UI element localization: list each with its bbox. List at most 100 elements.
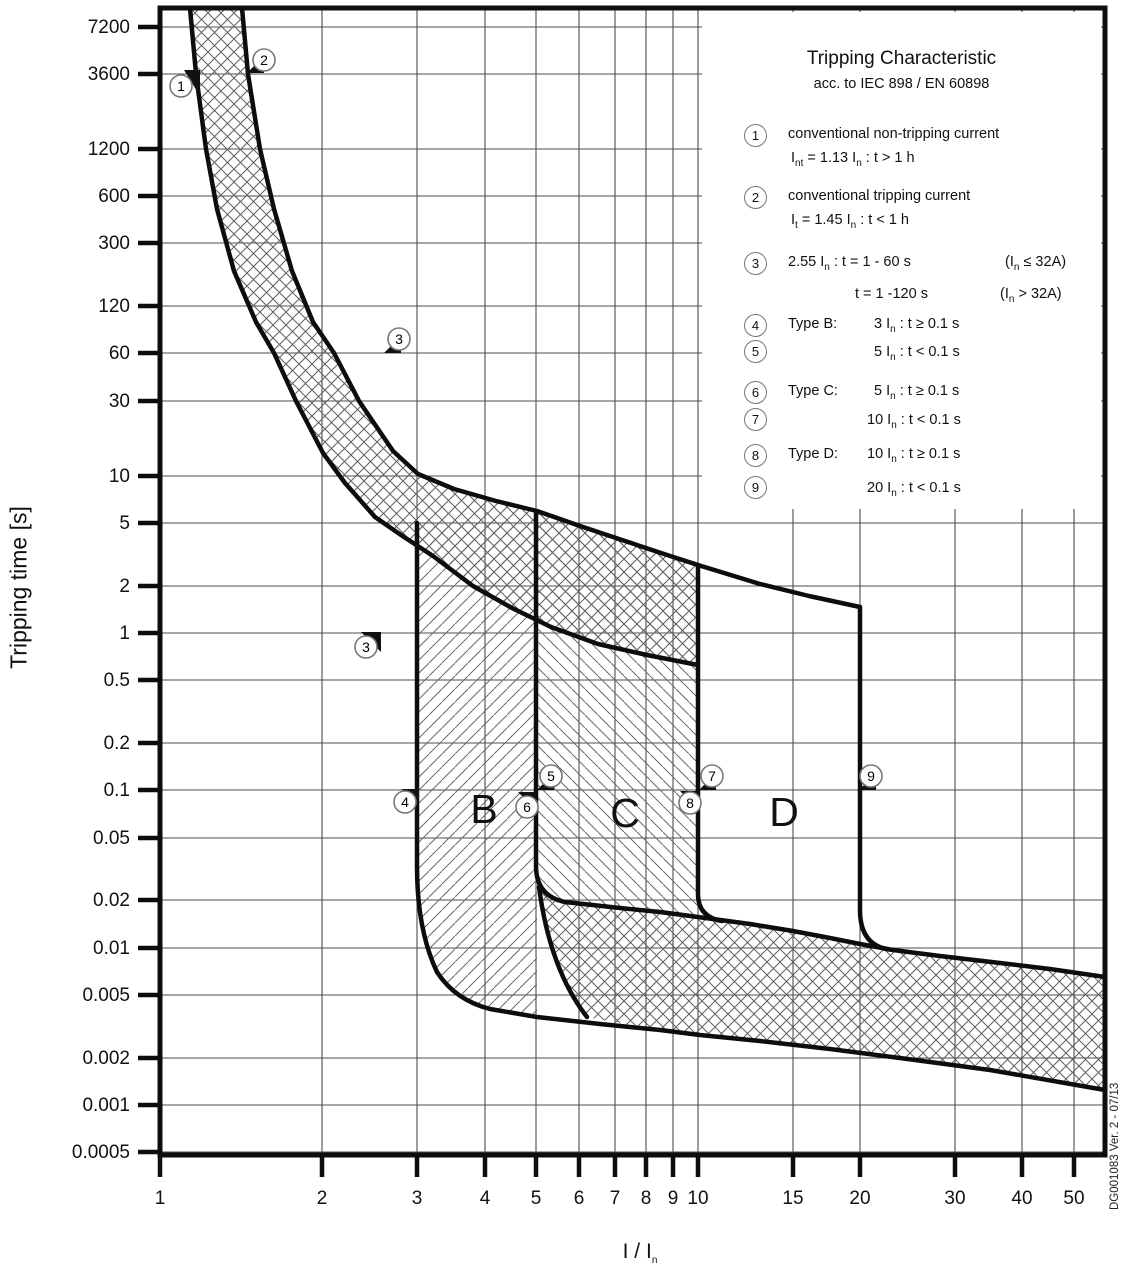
legend-item-3-line2: t = 1 -120 s [855, 286, 928, 302]
document-id-watermark: DG001083 Ver. 2 - 07/13 [1109, 1082, 1121, 1210]
legend-subtitle: acc. to IEC 898 / EN 60898 [813, 76, 990, 92]
x-tick: 30 [944, 1188, 966, 1209]
y-tick: 120 [98, 296, 130, 317]
marker-3-upper-label: 3 [395, 331, 403, 347]
marker-3-upper: 3 [384, 327, 411, 353]
x-tick: 5 [530, 1188, 542, 1209]
legend-num-5: 5 [744, 340, 767, 363]
legend-item-6-formula: 5 In : t ≥ 0.1 s [874, 383, 960, 402]
y-tick: 1 [119, 623, 130, 644]
legend-item-3-line1-paren: (In ≤ 32A) [1005, 254, 1067, 273]
legend-num-6: 6 [744, 381, 767, 404]
x-tick: 7 [609, 1188, 621, 1209]
y-tick: 300 [98, 233, 130, 254]
legend-num-4: 4 [744, 314, 767, 337]
marker-2-label: 2 [260, 52, 268, 68]
y-tick: 7200 [87, 17, 130, 38]
x-tick-marks [157, 1155, 1077, 1177]
curve-type-c-limit [533, 508, 1108, 980]
marker-8: 8 [678, 791, 702, 815]
legend-item-8-formula: 10 In : t ≥ 0.1 s [867, 446, 961, 465]
marker-1-label: 1 [177, 78, 185, 94]
y-tick: 0.002 [82, 1048, 130, 1069]
curves [187, 5, 1108, 1093]
legend-item-1-formula: Int = 1.13 In : t > 1 h [791, 150, 915, 169]
marker-9: 9 [859, 764, 883, 790]
legend-panel: Tripping Characteristic acc. to IEC 898 … [702, 12, 1101, 509]
curve-thermal-lower [187, 5, 701, 668]
marker-6-label: 6 [523, 799, 531, 815]
legend-num-9: 9 [744, 476, 767, 499]
y-tick: 0.001 [82, 1095, 130, 1116]
marker-5: 5 [537, 764, 563, 790]
marker-2: 2 [247, 48, 276, 73]
legend-title: Tripping Characteristic [806, 48, 997, 69]
y-tick: 10 [108, 466, 130, 487]
x-tick: 1 [154, 1188, 166, 1209]
y-tick: 600 [98, 186, 130, 207]
x-axis-title: I / In [540, 1240, 740, 1266]
legend-item-2-line1: conventional tripping current [788, 188, 971, 204]
legend-item-1-line1: conventional non-tripping current [788, 126, 1000, 142]
y-tick: 0.2 [103, 733, 130, 754]
y-axis-title: Tripping time [s] [5, 506, 32, 669]
x-axis-title-sub: n [651, 1255, 658, 1267]
x-tick: 4 [479, 1188, 491, 1209]
y-tick-marks [138, 24, 160, 1155]
marker-1: 1 [169, 70, 200, 98]
y-tick: 0.005 [82, 985, 130, 1006]
hatch-regions [190, 8, 1105, 1090]
y-tick: 0.05 [93, 828, 130, 849]
region-label-c: C [610, 790, 640, 836]
y-tick: 5 [119, 513, 130, 534]
region-label-b: B [470, 786, 498, 832]
legend-item-6-type: Type C: [788, 383, 838, 399]
curve-type-b-limit [414, 520, 1108, 1093]
x-axis-title-text: I / I [622, 1240, 652, 1263]
legend-item-3-line2-paren: (In > 32A) [1000, 286, 1062, 305]
marker-4: 4 [393, 789, 419, 814]
marker-7-label: 7 [708, 768, 716, 784]
y-tick: 2 [119, 576, 130, 597]
instantaneous-band-hatch [539, 887, 1105, 1090]
marker-7: 7 [699, 764, 724, 790]
marker-6: 6 [515, 792, 539, 819]
y-tick: 60 [108, 343, 130, 364]
legend-item-2-formula: It = 1.45 In : t < 1 h [791, 212, 909, 231]
marker-9-label: 9 [867, 768, 875, 784]
legend-num-3: 3 [744, 252, 767, 275]
marker-8-label: 8 [686, 795, 694, 811]
marker-3-lower-label: 3 [362, 639, 370, 655]
legend-item-4-formula: 3 In : t ≥ 0.1 s [874, 316, 960, 335]
point-markers: 1 2 3 3 4 5 6 [169, 48, 883, 819]
x-tick: 3 [411, 1188, 423, 1209]
x-tick: 9 [667, 1188, 679, 1209]
legend-item-9-formula: 20 In : t < 0.1 s [867, 480, 961, 499]
legend-item-8-type: Type D: [788, 446, 838, 462]
legend-item-5-formula: 5 In : t < 0.1 s [874, 344, 960, 363]
x-tick: 50 [1063, 1188, 1085, 1209]
region-type-b-hatch [417, 523, 537, 1017]
y-tick: 0.02 [93, 890, 130, 911]
marker-3-lower: 3 [354, 632, 381, 659]
y-tick: 0.01 [93, 938, 130, 959]
x-tick: 2 [316, 1188, 328, 1209]
curve-type-d-limit [695, 562, 725, 924]
x-tick: 10 [687, 1188, 709, 1209]
axes-frame [138, 5, 1108, 1177]
y-tick: 0.1 [103, 780, 130, 801]
y-tick: 30 [108, 391, 130, 412]
y-tick: 0.0005 [71, 1142, 130, 1163]
y-tick: 1200 [87, 139, 130, 160]
legend-num-7: 7 [744, 408, 767, 431]
y-tick: 0.5 [103, 670, 130, 691]
legend-num-2: 2 [744, 186, 767, 209]
legend-item-4-type: Type B: [788, 316, 838, 332]
legend-num-8: 8 [744, 444, 767, 467]
curve-band-left-cap [536, 884, 590, 1020]
x-tick: 8 [640, 1188, 652, 1209]
x-tick: 6 [573, 1188, 585, 1209]
marker-5-label: 5 [547, 768, 555, 784]
x-tick: 15 [782, 1188, 804, 1209]
